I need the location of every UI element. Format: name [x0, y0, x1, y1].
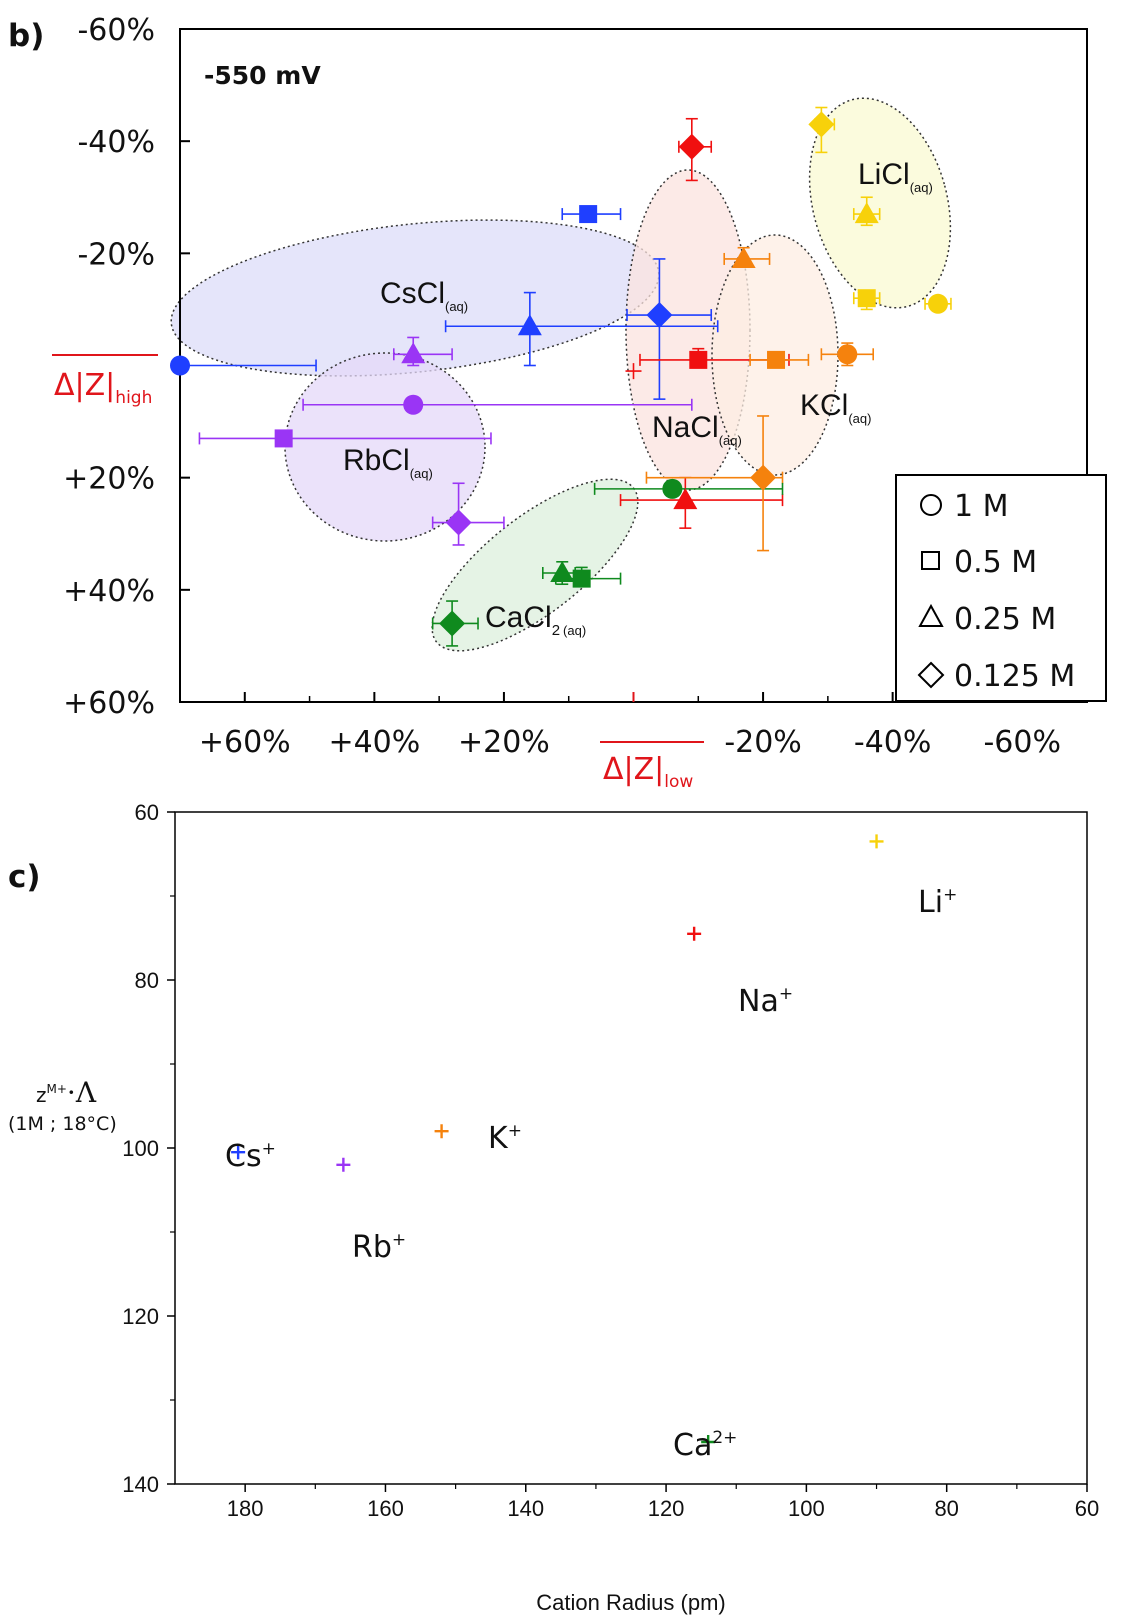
x-tick-label: -60% [983, 725, 1061, 760]
panel-c-letter: c) [8, 859, 41, 895]
legend-square-icon [921, 551, 940, 570]
x-tick-label: -40% [854, 725, 932, 760]
point-rbcl-0.25M [401, 342, 426, 364]
y-tick-label: +40% [63, 574, 155, 609]
point-cscl-0.5M [579, 205, 598, 224]
ellipse-licl [808, 97, 952, 309]
c-y-tick-label: 140 [122, 1472, 159, 1497]
panel-b: b) -60% -40% -20% +20% +40% +60% +60% +40% +20% -… [8, 13, 1107, 792]
point-licl-1M [927, 293, 948, 314]
group-label-cscl: CsCl(aq) [380, 277, 468, 314]
legend-triangle-icon [918, 603, 944, 627]
x-low-label: Δ|Z|low [603, 752, 693, 792]
y-tick-label: -60% [77, 13, 155, 48]
c-y-tick-label: 120 [122, 1304, 159, 1329]
c-x-tick-label: 120 [648, 1496, 685, 1521]
point-cacl2-0.125M [439, 610, 466, 637]
point-nacl-0.25M [673, 488, 698, 510]
c-x-tick-label: 60 [1075, 1496, 1099, 1521]
ion-label-ca: Ca2+ [673, 1428, 737, 1463]
c-y-tick-label: 60 [135, 800, 159, 825]
legend-label-0.5m: 0.5 M [954, 545, 1037, 580]
point-licl-0.125M [808, 111, 835, 138]
c-x-tick-label: 160 [367, 1496, 404, 1521]
group-label-cacl2: CaCl2 (aq) [485, 601, 586, 639]
ion-label-cs: Cs+ [225, 1139, 276, 1174]
panel-c: c) 60 80 100 120 140 180 160 140 120 100 80 60 Catio… [8, 800, 1099, 1615]
x-axis-label: Cation Radius (pm) [536, 1590, 726, 1615]
point-cscl-1M [170, 355, 190, 376]
c-x-tick-label: 100 [788, 1496, 825, 1521]
legend-label-0.25m: 0.25 M [954, 602, 1056, 637]
ion-label-li: Li+ [918, 885, 957, 920]
y-axis-label: zM+·Λ [36, 1076, 97, 1109]
point-rbcl-0.125M [445, 509, 472, 536]
y-tick-label: -20% [77, 237, 155, 272]
ion-label-rb: Rb+ [352, 1230, 406, 1265]
point-na [687, 926, 702, 941]
point-kcl-0.25M [731, 246, 756, 268]
panel-c-points [231, 834, 884, 1449]
panel-c-axes: 60 80 100 120 140 180 160 140 120 100 80 60 Cation R… [122, 800, 1099, 1615]
x-tick-label: -20% [724, 725, 802, 760]
ellipse-cacl2 [431, 478, 639, 652]
group-label-licl: LiCl(aq) [858, 158, 933, 195]
ellipse-rbcl [284, 352, 486, 542]
ion-label-k: K+ [488, 1121, 522, 1156]
point-cacl2-0.5M [572, 569, 591, 588]
point-nacl-0.125M [678, 133, 705, 160]
legend-diamond-icon [917, 661, 945, 689]
point-kcl-1M [837, 344, 858, 365]
panel-b-letter: b) [8, 18, 44, 54]
point-li [869, 834, 884, 849]
y-tick-label: -40% [77, 125, 155, 160]
legend-label-1m: 1 M [954, 489, 1009, 524]
point-licl-0.5M [857, 289, 876, 308]
point-nacl-1M [625, 363, 642, 380]
condition-label: -550 mV [204, 61, 321, 90]
y-axis-conditions: (1M ; 18°C) [8, 1113, 117, 1135]
point-cacl2-1M [662, 478, 683, 499]
c-x-tick-label: 180 [227, 1496, 264, 1521]
point-ca2 [701, 1435, 716, 1449]
legend-circle-icon [920, 494, 942, 516]
point-k [434, 1124, 449, 1139]
panel-c-frame [174, 811, 1088, 1485]
point-kcl-0.5M [767, 350, 786, 369]
point-rb [336, 1157, 351, 1172]
x-tick-label: +20% [458, 725, 550, 760]
point-licl-0.25M [854, 202, 879, 224]
legend: 1 M 0.5 M 0.25 M 0.125 M [895, 474, 1107, 702]
point-cs [231, 1145, 246, 1160]
y-tick-label: +60% [63, 686, 155, 721]
group-label-kcl: KCl(aq) [800, 389, 871, 426]
y-tick-label: +20% [63, 462, 155, 497]
ion-label-na: Na+ [738, 984, 793, 1019]
point-cscl-0.125M [646, 302, 673, 329]
y-high-label: Δ|Z|high [54, 368, 152, 408]
point-rbcl-1M [403, 394, 424, 415]
c-x-tick-label: 80 [934, 1496, 958, 1521]
point-cacl2-0.25M [550, 561, 575, 583]
c-x-tick-label: 140 [507, 1496, 544, 1521]
point-nacl-0.5M [689, 350, 708, 369]
point-rbcl-0.5M [274, 429, 293, 448]
x-tick-label: +40% [328, 725, 420, 760]
point-kcl-0.125M [750, 464, 777, 491]
c-y-tick-label: 100 [122, 1136, 159, 1161]
point-cscl-0.25M [517, 314, 542, 336]
group-label-nacl: NaCl(aq) [652, 411, 742, 448]
panel-b-points [170, 111, 948, 637]
group-label-rbcl: RbCl(aq) [343, 444, 433, 481]
group-ellipses [170, 97, 952, 652]
legend-label-0.125m: 0.125 M [954, 659, 1075, 694]
c-y-tick-label: 80 [135, 968, 159, 993]
x-tick-label: +60% [199, 725, 291, 760]
